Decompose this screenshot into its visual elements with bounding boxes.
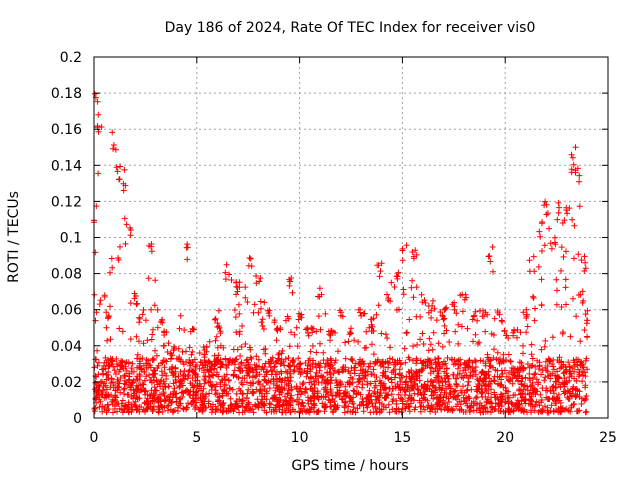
- x-tick-label: 5: [192, 430, 201, 446]
- x-tick-label: 0: [90, 430, 99, 446]
- x-axis-label: GPS time / hours: [291, 458, 408, 474]
- y-tick-label: 0.16: [51, 122, 82, 138]
- y-tick-label: 0.04: [51, 339, 82, 355]
- y-tick-label: 0.12: [51, 194, 82, 210]
- y-tick-label: 0.18: [51, 86, 82, 102]
- y-tick-label: 0: [73, 411, 82, 427]
- y-tick-label: 0.1: [60, 231, 82, 247]
- y-tick-label: 0.02: [51, 375, 82, 391]
- data-points: [91, 90, 591, 416]
- y-tick-label: 0.14: [51, 158, 82, 174]
- axis-ticks: 0 5 10 15 20 25 0 0.02 0.04 0.06 0.08 0.1 0.12 0.14 0.…: [51, 50, 617, 446]
- y-tick-label: 0.2: [60, 50, 82, 66]
- y-axis-label: ROTI / TECUs: [6, 191, 22, 283]
- x-tick-label: 20: [496, 430, 514, 446]
- y-tick-label: 0.08: [51, 267, 82, 283]
- series-points: [91, 90, 591, 416]
- x-tick-label: 15: [393, 430, 411, 446]
- chart-title: Day 186 of 2024, Rate Of TEC Index for r…: [165, 20, 536, 36]
- plus-marker-path: [91, 90, 591, 416]
- y-tick-label: 0.06: [51, 303, 82, 319]
- x-tick-label: 10: [291, 430, 309, 446]
- x-tick-label: 25: [599, 430, 617, 446]
